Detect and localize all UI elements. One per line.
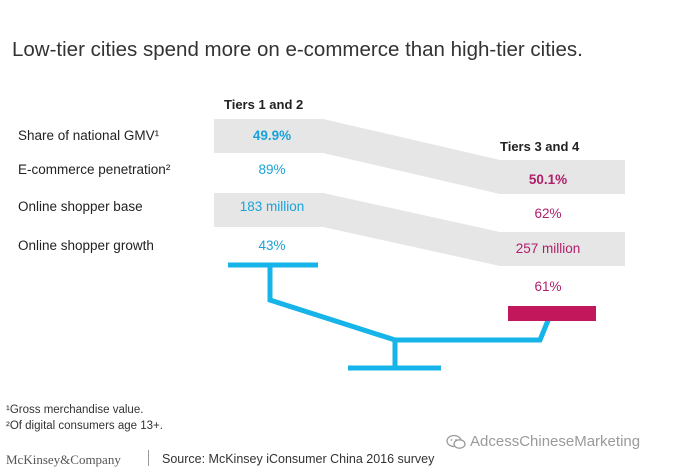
value-left-penetration: 89% [258,162,286,177]
band-row-1 [214,119,625,194]
header-tiers-1-2: Tiers 1 and 2 [224,97,304,112]
chart-title: Low-tier cities spend more on e-commerce… [12,38,583,61]
footnote-2: ²Of digital consumers age 13+. [6,420,163,432]
watermark-text: AdcessChineseMarketing [470,433,641,450]
header-tiers-3-4: Tiers 3 and 4 [500,139,580,154]
brand-logo: McKinsey&Company [6,452,121,467]
value-left-share-gmv: 49.9% [252,128,292,143]
wechat-icon [446,434,466,450]
footnote-1: ¹Gross merchandise value. [6,404,144,416]
label-ecommerce-penetration: E-commerce penetration² [18,162,171,177]
scale-right-pan [508,306,596,321]
value-right-shopper-base: 257 million [515,241,581,256]
value-right-share-gmv: 50.1% [528,172,568,187]
label-shopper-base: Online shopper base [18,199,143,214]
scale-beam [267,265,552,343]
label-share-gmv: Share of national GMV¹ [18,128,160,143]
source-note: Source: McKinsey iConsumer China 2016 su… [162,452,435,466]
value-right-shopper-growth: 61% [534,279,562,294]
value-right-penetration: 62% [534,206,562,221]
watermark: AdcessChineseMarketing [446,433,640,450]
label-shopper-growth: Online shopper growth [18,238,154,253]
divider [148,450,149,466]
value-left-shopper-growth: 43% [258,238,286,253]
band-row-3 [214,193,625,266]
value-left-shopper-base: 183 million [239,199,305,214]
